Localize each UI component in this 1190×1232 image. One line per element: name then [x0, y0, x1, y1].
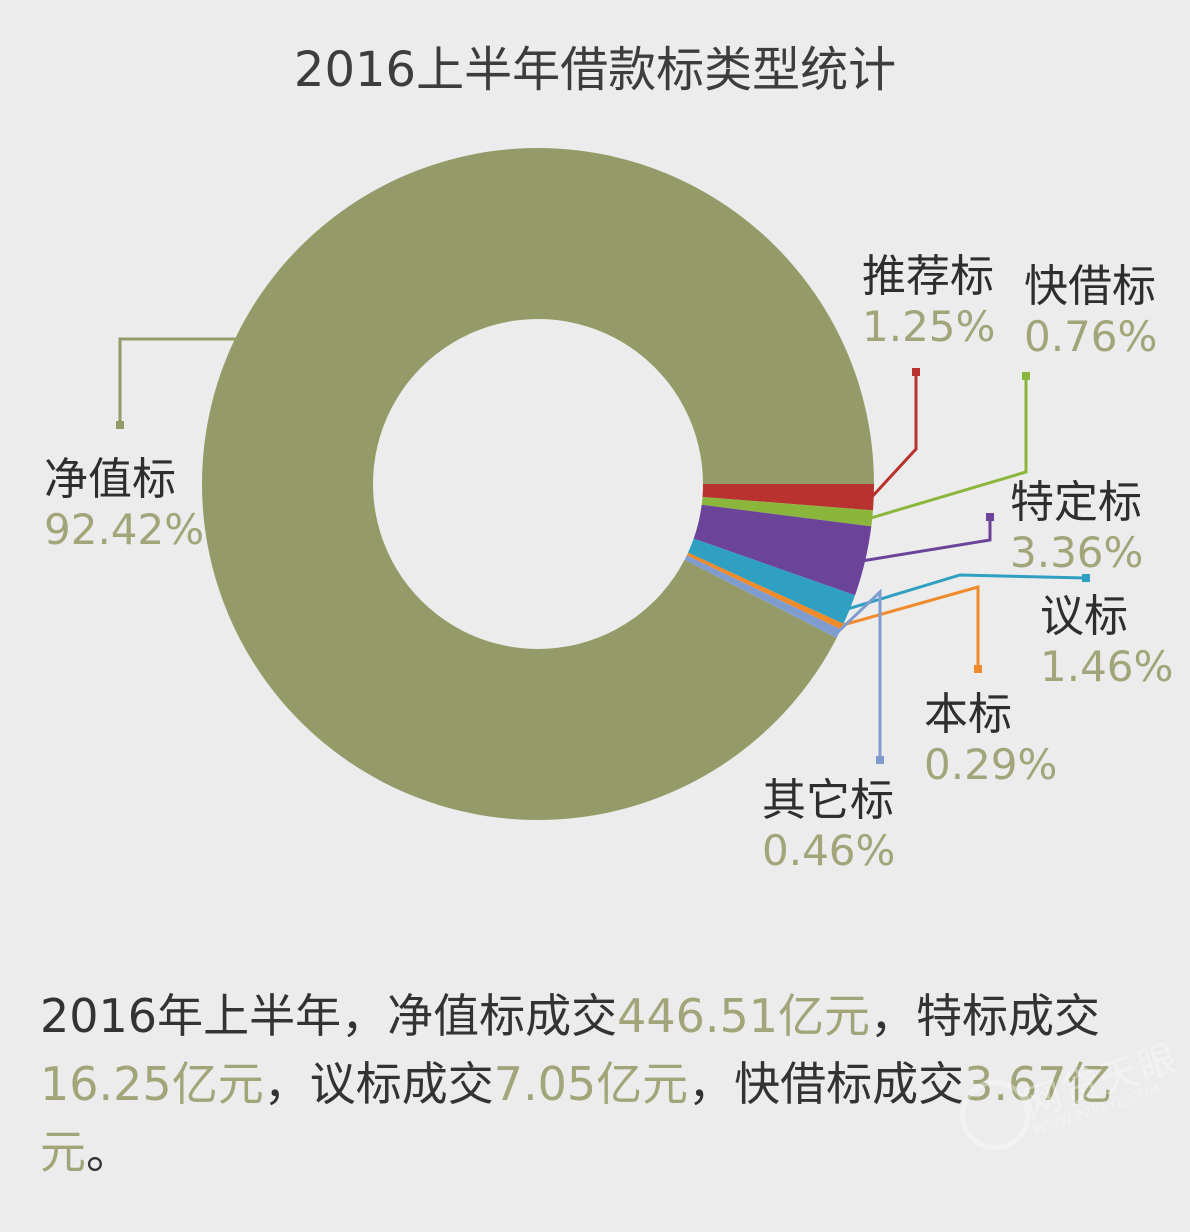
- leader-line-4: [847, 573, 1087, 611]
- donut-chart: [116, 148, 1090, 821]
- slice-label-0: 净值标 92.42%: [44, 454, 205, 554]
- leader-line-2: [869, 376, 1028, 520]
- leader-line-6: [835, 588, 882, 760]
- slice-0: [202, 148, 874, 821]
- slice-percent-0: 92.42%: [44, 504, 205, 554]
- slice-1: [702, 484, 874, 511]
- summary-part-3: ，议标成交: [263, 1057, 494, 1111]
- slice-label-6: 其它标 0.46%: [762, 775, 896, 875]
- summary-part-1: 2016年上半年，净值标成交: [40, 989, 618, 1043]
- slice-label-3: 特定标 3.36%: [1010, 477, 1144, 577]
- summary-text: 2016年上半年，净值标成交446.51亿元，特标成交 16.25亿元，议标成交7…: [40, 982, 1160, 1186]
- summary-value-special: 16.25亿元: [40, 1057, 264, 1111]
- slice-name-6: 其它标: [762, 775, 894, 826]
- slice-percent-2: 0.76%: [1024, 311, 1158, 361]
- slice-label-5: 本标 0.29%: [924, 689, 1058, 789]
- slice-percent-1: 1.25%: [862, 301, 996, 351]
- chart-title: 2016上半年借款标类型统计: [293, 42, 897, 98]
- slice-percent-6: 0.46%: [762, 825, 896, 875]
- slice-name-0: 净值标: [44, 454, 176, 505]
- watermark: 网贷天眼 WWW.P2PEYE.COM: [960, 1035, 1184, 1170]
- summary-part-2: ，特标成交: [870, 989, 1101, 1043]
- leader-line-3: [862, 517, 992, 563]
- slice-label-4: 议标 1.46%: [1040, 591, 1174, 691]
- leader-dot-1: [912, 368, 920, 376]
- leader-dot-3: [986, 513, 994, 521]
- eye-logo-icon: [960, 1080, 1030, 1150]
- summary-value-negotiated: 7.05亿元: [493, 1057, 689, 1111]
- slice-percent-5: 0.29%: [924, 739, 1058, 789]
- slice-4: [688, 538, 856, 624]
- leader-dot-0: [116, 421, 124, 429]
- summary-part-4: ，快借标成交: [688, 1057, 965, 1111]
- leader-dot-2: [1022, 372, 1030, 380]
- leader-dot-4: [1082, 574, 1090, 582]
- slice-2: [701, 496, 873, 527]
- slice-3: [693, 504, 872, 596]
- slice-name-4: 议标: [1040, 591, 1128, 642]
- slice-label-1: 推荐标 1.25%: [862, 251, 996, 351]
- slice-label-2: 快借标 0.76%: [1024, 261, 1158, 361]
- slice-name-2: 快借标: [1024, 261, 1156, 312]
- leader-dot-5: [974, 665, 982, 673]
- slice-percent-3: 3.36%: [1010, 527, 1144, 577]
- slice-name-3: 特定标: [1010, 477, 1142, 528]
- summary-value-netvalue: 446.51亿元: [617, 989, 871, 1043]
- leader-dot-6: [876, 756, 884, 764]
- leader-line-1: [870, 372, 918, 499]
- slice-percent-4: 1.46%: [1040, 641, 1174, 691]
- slice-6: [684, 555, 841, 639]
- slice-name-1: 推荐标: [862, 251, 994, 302]
- slice-5: [686, 552, 844, 630]
- summary-part-5: 。: [86, 1125, 132, 1179]
- leader-line-0: [118, 337, 236, 425]
- leader-line-5: [840, 585, 980, 669]
- slice-name-5: 本标: [924, 689, 1012, 740]
